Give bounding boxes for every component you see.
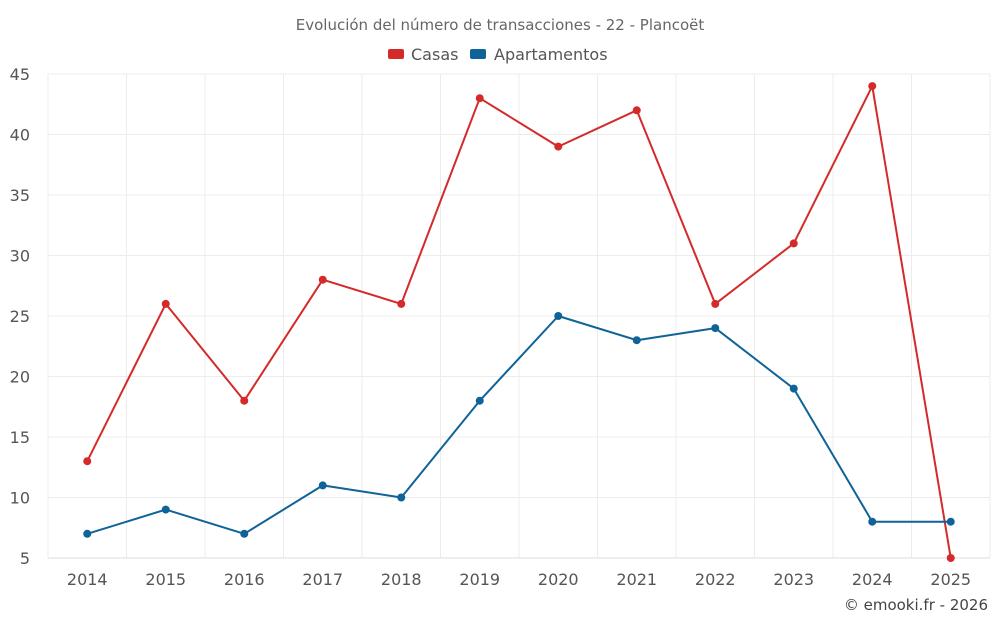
data-point-apartamentos[interactable] — [554, 312, 563, 320]
x-tick-label: 2024 — [852, 570, 893, 589]
y-tick-label: 25 — [10, 307, 30, 326]
legend-swatch-apartamentos — [470, 49, 486, 59]
x-tick-label: 2025 — [930, 570, 971, 589]
data-point-apartamentos[interactable] — [789, 384, 798, 393]
data-point-casas[interactable] — [397, 299, 406, 308]
data-point-apartamentos[interactable] — [397, 493, 406, 502]
data-point-apartamentos[interactable] — [475, 396, 484, 405]
data-point-apartamentos[interactable] — [240, 529, 249, 538]
legend-swatch-casas — [388, 49, 404, 59]
x-tick-label: 2016 — [224, 570, 265, 589]
data-point-casas[interactable] — [632, 106, 641, 115]
x-tick-label: 2014 — [67, 570, 108, 589]
data-point-apartamentos[interactable] — [161, 505, 170, 514]
y-axis-ticks: 5 10 15 20 25 30 35 40 45 — [10, 65, 30, 568]
data-point-casas[interactable] — [868, 82, 877, 91]
data-point-apartamentos[interactable] — [632, 336, 641, 345]
legend-label-apartamentos[interactable]: Apartamentos — [494, 45, 608, 64]
data-point-apartamentos[interactable] — [868, 517, 877, 526]
data-point-casas[interactable] — [475, 94, 484, 103]
y-tick-label: 20 — [10, 368, 30, 387]
y-tick-label: 35 — [10, 186, 30, 205]
x-tick-label: 2023 — [773, 570, 814, 589]
legend: Casas Apartamentos — [388, 45, 608, 64]
data-point-apartamentos[interactable] — [83, 529, 92, 538]
data-point-casas[interactable] — [789, 239, 798, 248]
x-tick-label: 2015 — [145, 570, 186, 589]
data-point-casas[interactable] — [240, 396, 249, 405]
series-layer — [83, 82, 955, 562]
x-tick-label: 2017 — [302, 570, 343, 589]
x-tick-label: 2021 — [616, 570, 657, 589]
data-point-casas[interactable] — [711, 299, 720, 308]
series-line-apartamentos — [86, 315, 951, 535]
data-point-apartamentos[interactable] — [711, 324, 720, 333]
chart-title: Evolución del número de transacciones - … — [296, 16, 705, 34]
data-point-apartamentos[interactable] — [946, 517, 955, 526]
data-point-casas[interactable] — [946, 554, 955, 562]
legend-label-casas[interactable]: Casas — [411, 45, 458, 64]
y-tick-label: 45 — [10, 65, 30, 84]
x-tick-label: 2022 — [695, 570, 736, 589]
y-tick-label: 40 — [10, 126, 30, 145]
y-tick-label: 5 — [20, 549, 30, 568]
y-tick-label: 30 — [10, 247, 30, 266]
y-tick-label: 15 — [10, 428, 30, 447]
series-line-casas — [86, 85, 952, 559]
x-tick-label: 2019 — [459, 570, 500, 589]
x-axis-ticks: 2014 2015 2016 2017 2018 2019 2020 2021 2022 2023… — [67, 570, 971, 589]
y-tick-label: 10 — [10, 489, 30, 508]
data-point-casas[interactable] — [554, 142, 563, 151]
data-point-casas[interactable] — [318, 275, 327, 284]
data-point-casas[interactable] — [83, 457, 92, 466]
data-point-casas[interactable] — [161, 299, 170, 308]
credit-text: © emooki.fr - 2026 — [844, 596, 988, 614]
data-point-apartamentos[interactable] — [318, 481, 327, 490]
x-tick-label: 2018 — [381, 570, 422, 589]
x-tick-label: 2020 — [538, 570, 579, 589]
grid — [47, 73, 991, 559]
